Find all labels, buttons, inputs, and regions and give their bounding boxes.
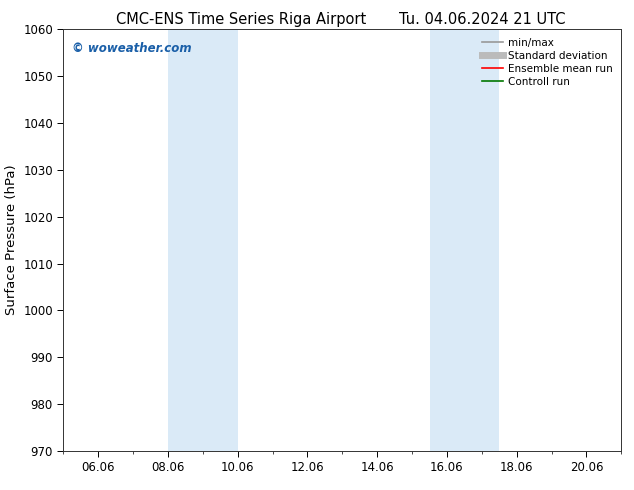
Text: © woweather.com: © woweather.com [72,42,191,55]
Bar [168,29,238,451]
Legend: min/max, Standard deviation, Ensemble mean run, Controll run: min/max, Standard deviation, Ensemble me… [479,35,616,90]
Text: Tu. 04.06.2024 21 UTC: Tu. 04.06.2024 21 UTC [399,12,565,27]
Y-axis label: Surface Pressure (hPa): Surface Pressure (hPa) [4,165,18,316]
Text: CMC-ENS Time Series Riga Airport: CMC-ENS Time Series Riga Airport [116,12,366,27]
Bar [430,29,500,451]
